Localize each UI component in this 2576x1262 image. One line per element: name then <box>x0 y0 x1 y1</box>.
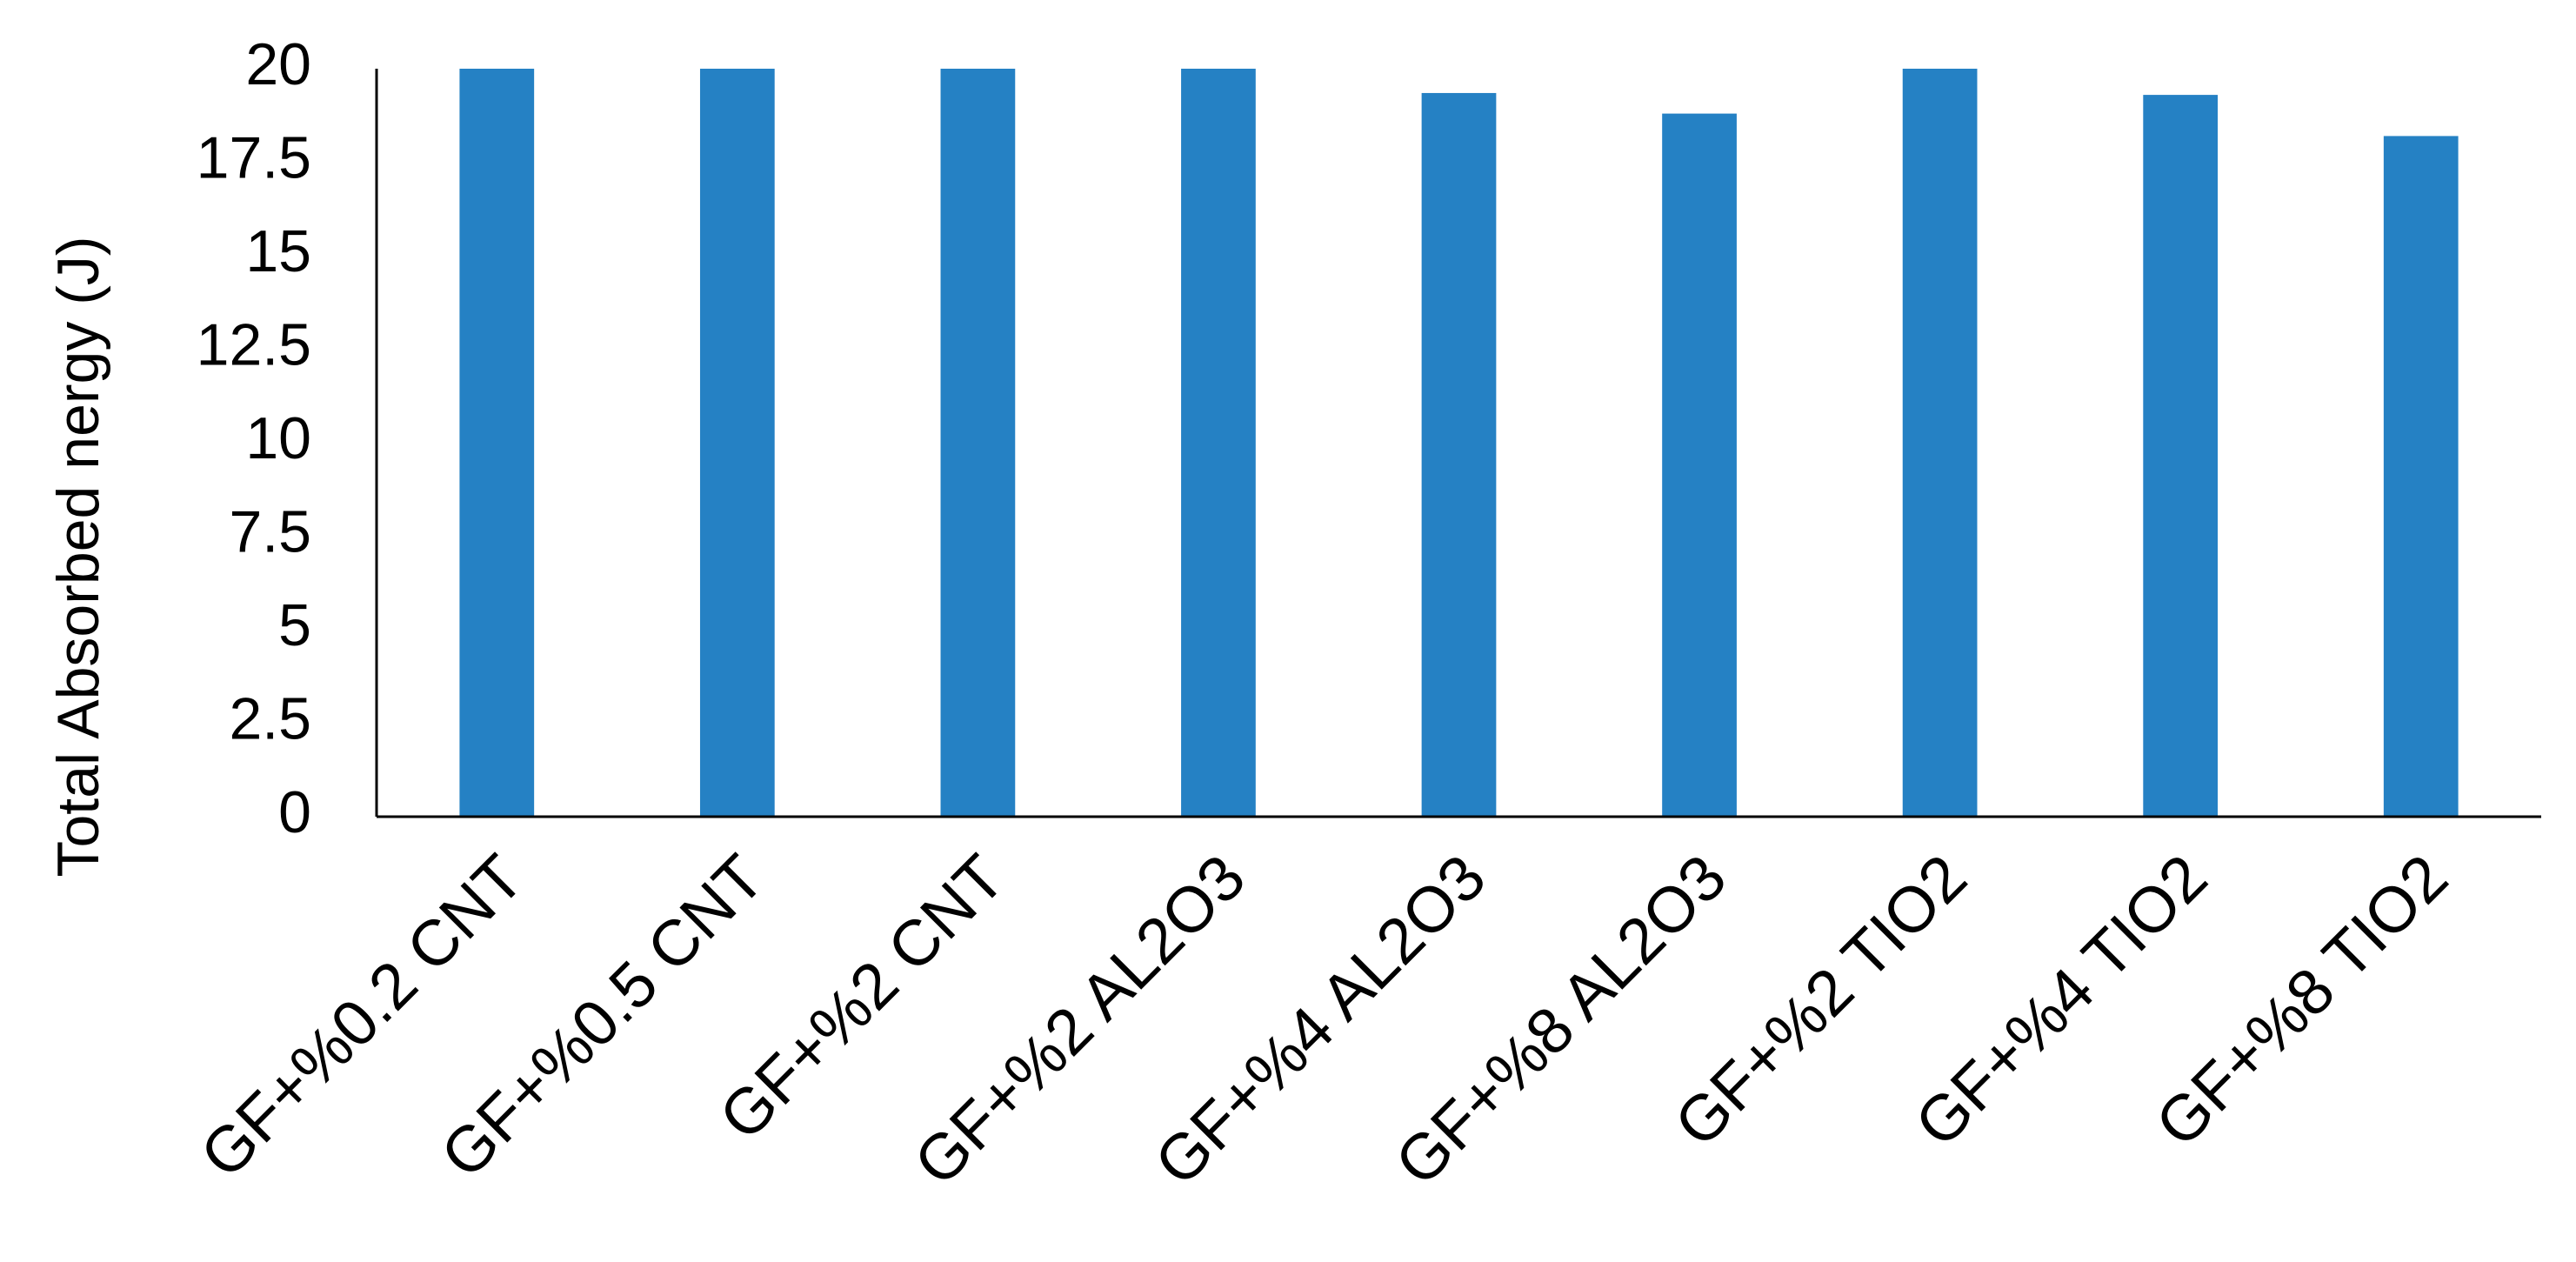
bar <box>699 69 775 817</box>
bar <box>1662 113 1737 818</box>
y-tick-label: 7.5 <box>229 498 311 564</box>
bar <box>1902 69 1978 817</box>
bar <box>1421 92 1497 817</box>
bar <box>2143 95 2219 818</box>
y-axis-title: Total Absorbed nergy (J) <box>45 236 111 877</box>
bar <box>1181 69 1256 817</box>
bar <box>459 69 535 817</box>
y-tick-label: 15 <box>245 218 311 284</box>
y-tick-label: 5 <box>278 592 311 658</box>
y-tick-label: 17.5 <box>197 124 311 190</box>
bar <box>940 69 1016 817</box>
y-tick-label: 2.5 <box>229 685 311 751</box>
y-tick-label: 0 <box>278 779 311 845</box>
y-tick-label: 12.5 <box>197 311 311 377</box>
y-tick-label: 20 <box>245 31 311 97</box>
bar <box>2383 136 2459 817</box>
y-tick-label: 10 <box>245 405 311 471</box>
